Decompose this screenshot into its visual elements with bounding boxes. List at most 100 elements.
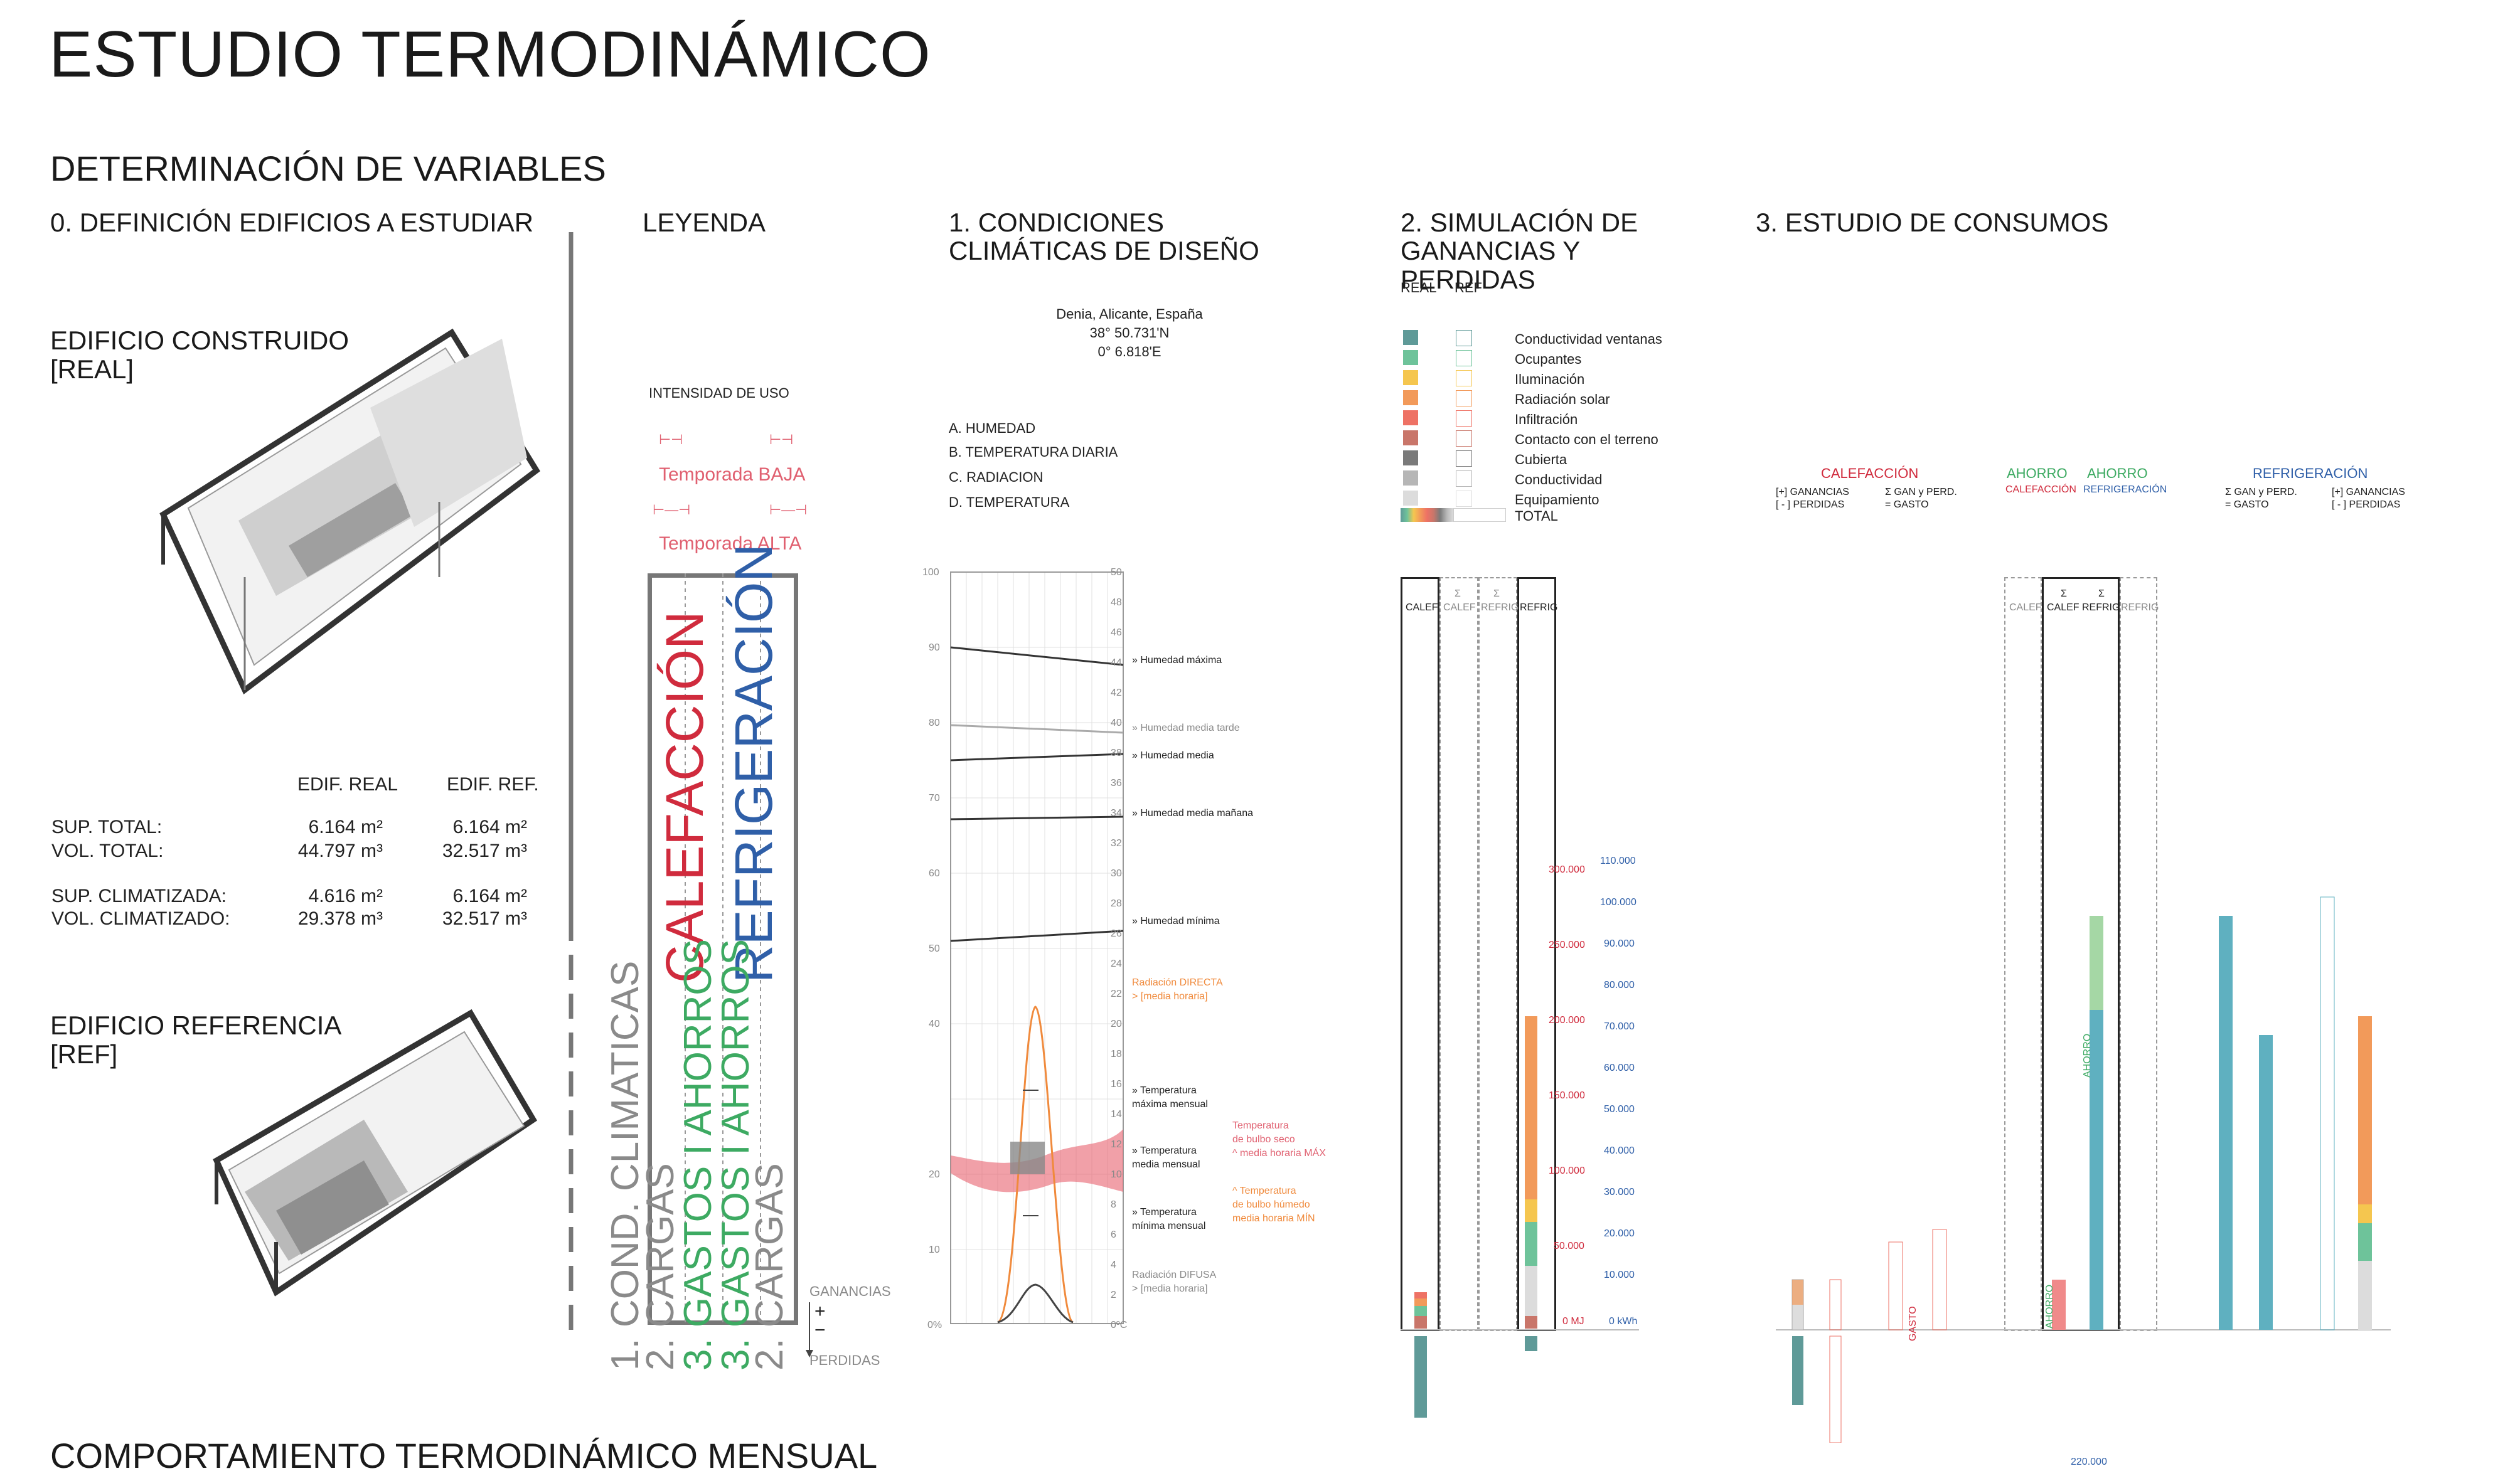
sim-bar-refrig-occ xyxy=(1525,1222,1537,1266)
kwh-tick-20: 20.000 xyxy=(1604,1228,1635,1239)
mj-tick-150: 150.000 xyxy=(1549,1090,1585,1101)
simulation-heading: 2. SIMULACIÓN DE GANANCIAS Y PERDIDAS xyxy=(1401,208,1638,294)
label-rad-direct: Radiación DIRECTA xyxy=(1132,977,1223,988)
temp-tick-44: 44 xyxy=(1111,657,1122,668)
temp-tick-32: 32 xyxy=(1111,838,1122,849)
label-hum-min: » Humedad mínima xyxy=(1132,916,1220,926)
cons-head-sum-1: Σ xyxy=(2061,588,2067,599)
radiation-direct-line xyxy=(997,1006,1074,1324)
cons-calef-note-1: [+] GANANCIAS xyxy=(1776,487,1849,497)
legend-swatch-real-5 xyxy=(1403,430,1418,445)
kwh-tick-10: 10.000 xyxy=(1604,1270,1635,1280)
cons-refrig-note-1: Σ GAN y PERD. xyxy=(2225,487,2297,497)
consumption-heading: 3. ESTUDIO DE CONSUMOS xyxy=(1756,208,2109,237)
column-divider xyxy=(569,232,574,1336)
legend-item-0: Conductividad ventanas xyxy=(1515,331,1662,347)
legend-swatch-real-0 xyxy=(1403,330,1418,345)
cons-calef-note-3: Σ GAN y PERD. xyxy=(1885,487,1957,497)
legend-item-7: Conductividad xyxy=(1515,472,1603,487)
legend-swatch-real-8 xyxy=(1403,491,1418,506)
label-bulbo-humedo: ^ Temperatura xyxy=(1232,1186,1296,1196)
label-temp-max-2: máxima mensual xyxy=(1132,1099,1208,1110)
sim-bar-calef-seg xyxy=(1414,1316,1427,1329)
kwh-tick-70: 70.000 xyxy=(1604,1021,1635,1032)
label-temp-med: » Temperatura xyxy=(1132,1145,1197,1156)
cons-gasto-bar-1 xyxy=(1888,1241,1903,1330)
legend-range-low-icon: ⊢⊣ xyxy=(659,432,683,447)
legend-item-2: Iluminación xyxy=(1515,371,1585,387)
kwh-tick-110: 110.000 xyxy=(1600,856,1636,866)
sim-head-calef: CALEF xyxy=(1406,602,1438,613)
legend-swatch-ref-8 xyxy=(1456,491,1472,507)
cons-ahorro-1: AHORRO xyxy=(2007,465,2068,481)
legend-intensity: INTENSIDAD DE USO xyxy=(649,385,789,401)
col0-heading: 0. DEFINICIÓN EDIFICIOS A ESTUDIAR xyxy=(50,208,534,237)
sim-bar-calef-seg xyxy=(1414,1298,1427,1306)
temp-tick-12: 12 xyxy=(1111,1139,1122,1150)
legend-range-high-icon: ⊢—⊣ xyxy=(653,502,691,518)
temp-tick-18: 18 xyxy=(1111,1049,1122,1059)
sim-head-calef-2: CALEF xyxy=(1443,602,1476,613)
ref-building-sub: [REF] xyxy=(50,1039,118,1069)
real-building-title: EDIFICIO CONSTRUIDO xyxy=(50,326,350,355)
temp-tick-6: 6 xyxy=(1111,1229,1116,1240)
temp-tick-10: 10 xyxy=(1111,1169,1122,1180)
label-bulbo-humedo-3: media horaria MÍN xyxy=(1232,1213,1315,1224)
temp-tick-42: 42 xyxy=(1111,688,1122,698)
cons-refrig-note-4: [ - ] PERDIDAS xyxy=(2332,499,2401,510)
humidity-lines xyxy=(950,646,1124,942)
temp-tick-34: 34 xyxy=(1111,808,1122,819)
cons-calef-sum-bar xyxy=(1829,1279,1842,1330)
legend-heading: LEYENDA xyxy=(643,208,766,237)
humidity-max-line xyxy=(950,646,1124,666)
hum-tick-40: 40 xyxy=(929,1019,940,1029)
cons-refrig-ref-bar xyxy=(2259,1035,2273,1330)
bottom-tick: 220.000 xyxy=(2071,1457,2107,1467)
cons-refrig-note-2: = GASTO xyxy=(2225,499,2269,510)
temp-tick-2: 2 xyxy=(1111,1290,1116,1300)
legend-ganancias: GANANCIAS xyxy=(809,1283,891,1299)
legend-calefaccion: CALEFACCIÓN xyxy=(655,611,714,983)
legend-refrigeracion: REFRIGERACIÓN xyxy=(724,543,783,983)
temp-tick-48: 48 xyxy=(1111,597,1122,608)
cons-head-sum-2: Σ xyxy=(2098,588,2105,599)
sim-col-real: REAL xyxy=(1401,280,1437,295)
legend-swatch-real-1 xyxy=(1403,350,1418,365)
legend-swatch-ref-2 xyxy=(1456,370,1472,386)
sim-bar-calef-seg xyxy=(1414,1292,1427,1298)
legend-swatch-ref-1 xyxy=(1456,350,1472,366)
cons-ahorro-calef-bar xyxy=(2052,1280,2066,1330)
ref-building-axonometric xyxy=(213,1009,538,1297)
temp-tick-26: 26 xyxy=(1111,928,1122,939)
cons-head-refrig: REFRIG xyxy=(2082,602,2120,613)
legend-minus-icon: − xyxy=(814,1320,826,1341)
climate-list-a: A. HUMEDAD xyxy=(949,420,1036,436)
kwh-tick-50: 50.000 xyxy=(1604,1104,1635,1115)
sim-head-sum-2: Σ xyxy=(1493,588,1500,599)
table-ref-sup-total: 6.164 m² xyxy=(452,817,527,837)
sim-bar-calef-loss xyxy=(1414,1336,1427,1418)
label-bulbo-humedo-2: de bulbo húmedo xyxy=(1232,1199,1310,1210)
legend-perdidas: PERDIDAS xyxy=(809,1352,880,1368)
sim-bar-refrig-ground xyxy=(1525,1316,1537,1329)
sim-bars xyxy=(1401,1016,1639,1418)
climate-place: Denia, Alicante, España xyxy=(1056,306,1203,322)
humidity-min-line xyxy=(950,930,1124,942)
sim-head-refrig-2: REFRIG xyxy=(1481,602,1519,613)
table-real-vol-clim: 29.378 m³ xyxy=(297,908,383,929)
cons-calef-note-4: = GASTO xyxy=(1885,499,1929,510)
hum-tick-50: 50 xyxy=(929,943,940,954)
temp-tick-0: 0ºC xyxy=(1111,1320,1128,1330)
label-rad-diffuse: Radiación DIFUSA xyxy=(1132,1270,1217,1280)
label-rad-direct-2: > [media horaria] xyxy=(1132,991,1208,1002)
cons-ahorro-refrig: REFRIGERACIÓN xyxy=(2083,484,2167,495)
cons-ahorro-bar-label-1: AHORRO xyxy=(2044,1284,2055,1329)
temp-tick-24: 24 xyxy=(1111,958,1122,969)
temp-tick-46: 46 xyxy=(1111,627,1122,638)
cons-calef-note-2: [ - ] PERDIDAS xyxy=(1776,499,1845,510)
hum-tick-100: 100 xyxy=(922,567,939,578)
climate-lat: 38° 50.731'N xyxy=(1089,325,1170,341)
temp-tick-20: 20 xyxy=(1111,1019,1122,1029)
legend-item-6: Cubierta xyxy=(1515,452,1567,467)
mj-tick-200: 200.000 xyxy=(1549,1015,1585,1026)
